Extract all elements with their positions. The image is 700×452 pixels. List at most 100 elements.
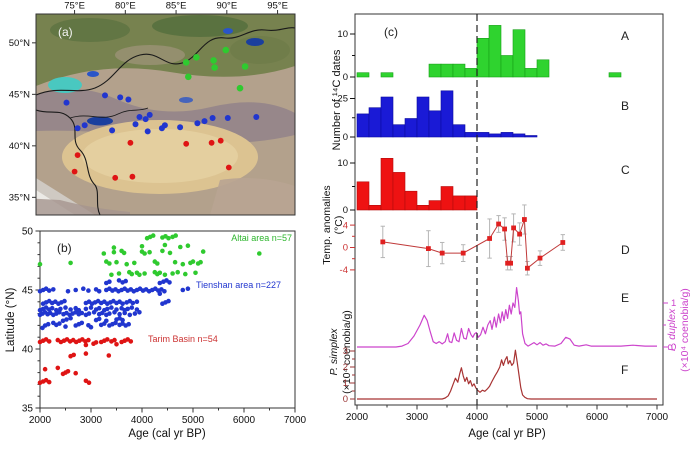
d-marker: [426, 246, 431, 251]
map-dot-altai: [236, 84, 244, 92]
map-dot-tarim: [112, 174, 119, 181]
b-scatter-point: [124, 261, 129, 267]
b-scatter-point: [157, 270, 163, 276]
c_B-bar: [476, 132, 490, 138]
d-marker: [380, 239, 386, 245]
b-scatter-point: [116, 271, 122, 276]
map-dot-tienshan: [132, 121, 139, 128]
b-scatter-point: [132, 311, 138, 316]
c_C-bar: [392, 172, 406, 211]
b-y-tick-label: 40: [22, 345, 34, 356]
b-scatter-point: [46, 339, 52, 344]
map-dot-tienshan: [125, 96, 132, 103]
b-scatter-point: [129, 271, 135, 277]
b-scatter-point: [157, 280, 163, 286]
b-scatter-point: [122, 310, 127, 316]
b-scatter-point: [37, 261, 43, 267]
c_C-bar: [440, 186, 454, 211]
b-scatter-point: [57, 321, 62, 326]
b-scatter-point: [116, 278, 122, 283]
b-scatter-point: [160, 248, 165, 254]
c-x-tick-label: 6000: [586, 412, 609, 423]
c_B-bar: [512, 133, 526, 138]
b-scatter-point: [185, 243, 191, 248]
c-right-tick-label: 0: [671, 342, 676, 353]
b-scatter-point: [83, 342, 89, 348]
map-dot-tienshan: [81, 122, 88, 129]
b-scatter-point: [162, 272, 168, 278]
d-marker: [511, 225, 516, 231]
c-y-tick-label: 0: [343, 243, 348, 254]
panel-c-xlabel: Age (cal yr BP): [468, 428, 545, 440]
b-scatter-point: [93, 340, 99, 345]
b-scatter-point: [157, 291, 163, 297]
b-scatter-point: [68, 260, 73, 266]
map-dot-altai: [185, 73, 192, 81]
d-line: [382, 219, 564, 270]
b-scatter-point: [178, 244, 183, 250]
c_B-bar: [452, 124, 466, 138]
subpanel-label-E: E: [621, 291, 629, 305]
map-dot-tienshan: [224, 115, 231, 121]
b-scatter-point: [107, 279, 112, 285]
map-x-tick-label: 80°E: [115, 1, 136, 12]
map-dot-tarim: [71, 168, 78, 175]
c_A-bar: [380, 72, 394, 78]
panel-c-ylabel-simplex-1: P. simplex: [328, 328, 340, 376]
map-dot-tienshan: [177, 124, 184, 131]
d-marker: [496, 221, 501, 227]
map-dot-tienshan: [117, 94, 124, 101]
map-x-tick-label: 95°E: [267, 1, 288, 12]
b-scatter-point: [127, 312, 133, 318]
panel-b-ylabel: Latitude (°N): [5, 287, 17, 352]
panel-c-ylabel-simplex-2: (×10⁴ coenobia/g): [341, 310, 353, 394]
b-scatter-point: [200, 249, 206, 254]
c_A-bar: [536, 59, 550, 78]
map-dot-tarim: [129, 173, 136, 180]
b-scatter-point: [155, 261, 160, 266]
d-marker: [439, 250, 445, 256]
c-y-tick-label: -4: [340, 265, 348, 276]
c_C-bar: [356, 181, 370, 211]
d-marker: [460, 250, 466, 256]
b-scatter-point: [139, 244, 145, 249]
b-scatter-point: [99, 310, 105, 316]
map-dot-altai: [182, 59, 190, 66]
b-scatter-point: [114, 342, 119, 347]
b-scatter-point: [96, 316, 102, 322]
legend-altai: Altai area n=57: [231, 233, 292, 243]
b-scatter-point: [183, 271, 188, 277]
c-y-tick-label: 0: [343, 205, 348, 216]
b-scatter-point: [71, 352, 76, 358]
b-scatter-point: [57, 310, 62, 315]
d-marker: [508, 260, 513, 266]
c_B-bar: [404, 118, 418, 138]
c_A-bar: [476, 37, 490, 78]
b-scatter-point: [166, 235, 171, 241]
c_F-curve: [357, 349, 657, 400]
map-dot-tienshan: [194, 120, 201, 127]
map-dot-altai: [210, 57, 217, 64]
c_B-bar: [380, 96, 394, 138]
b-scatter-point: [166, 298, 171, 304]
map-dot-tienshan: [146, 111, 153, 118]
b-scatter-point: [105, 306, 110, 312]
b-scatter-point: [96, 305, 102, 311]
b-scatter-point: [63, 305, 68, 310]
panel-b-frame: [39, 230, 296, 409]
b-scatter-point: [162, 242, 168, 248]
c-y-tick-label: 10: [337, 29, 348, 40]
c-y-tick-label: 1: [343, 378, 348, 389]
c_A-bar: [488, 25, 502, 78]
c_A-bar: [524, 68, 538, 78]
subpanel-label-B: B: [621, 99, 629, 113]
c_B-bar: [368, 107, 382, 138]
legend-tienshan: Tienshan area n=227: [196, 280, 281, 290]
b-scatter-point: [167, 280, 172, 285]
b-scatter-point: [111, 249, 117, 255]
b-scatter-point: [126, 321, 131, 327]
c_B-bar: [524, 135, 538, 138]
c-y-tick-label: 3: [343, 346, 348, 357]
panel-a-label: (a): [58, 25, 73, 39]
c_C-bar: [464, 195, 478, 211]
